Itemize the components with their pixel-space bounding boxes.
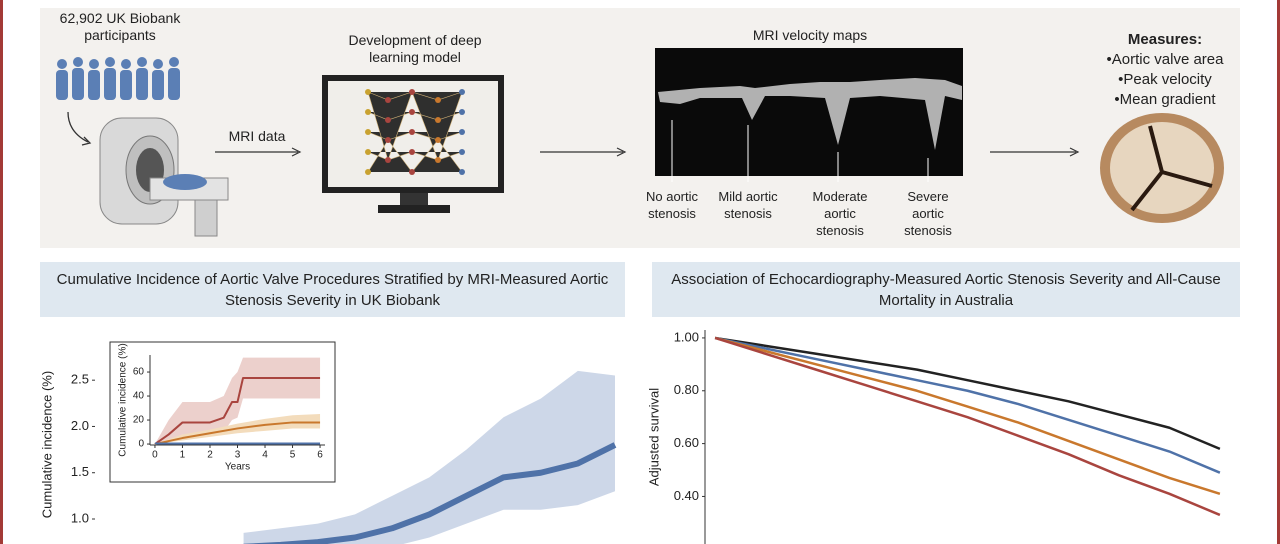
maps-title: MRI velocity maps bbox=[752, 27, 868, 43]
x-tick-label: 1 bbox=[180, 450, 186, 461]
map-label: Severe aortic stenosis bbox=[904, 189, 952, 238]
map-label: No aortic stenosis bbox=[645, 189, 699, 221]
arrow-head bbox=[291, 147, 302, 157]
y-axis-label: Cumulative incidence (%) bbox=[118, 343, 129, 456]
y-tick-label: 1.00 bbox=[674, 329, 699, 344]
y-tick-label: 40 bbox=[133, 391, 145, 402]
x-tick-label: 2 bbox=[207, 450, 213, 461]
chart-title: Association of Echocardiography-Measured… bbox=[652, 262, 1240, 317]
y-tick-label: 0.40 bbox=[674, 488, 699, 503]
velocity-map bbox=[655, 48, 963, 182]
x-tick-label: 3 bbox=[235, 450, 241, 461]
series-line bbox=[714, 336, 1221, 451]
overview-panel bbox=[40, 8, 1240, 248]
participants-label: 62,902 UK Biobank participants bbox=[59, 10, 181, 43]
arrow-head bbox=[616, 147, 627, 157]
series-line bbox=[243, 442, 617, 544]
x-tick-label: 5 bbox=[290, 450, 296, 461]
map-label: Mild aortic stenosis bbox=[718, 189, 778, 221]
valve-icon bbox=[1100, 113, 1224, 223]
y-tick-label: 2.0 bbox=[71, 418, 89, 433]
measures-title: Measures: bbox=[1127, 31, 1203, 48]
y-tick-label: 1.0 bbox=[71, 510, 89, 525]
map-label: Moderate aortic stenosis bbox=[812, 189, 868, 238]
x-axis-label: Years bbox=[225, 462, 250, 473]
measure: •Peak velocity bbox=[1118, 71, 1212, 88]
arrow bbox=[67, 111, 89, 143]
border bbox=[1277, 0, 1280, 544]
y-tick-label: 1.5 bbox=[71, 464, 89, 479]
y-axis-label: Adjusted survival bbox=[646, 388, 661, 486]
x-tick-label: 6 bbox=[317, 450, 323, 461]
series-line bbox=[154, 377, 321, 445]
confidence-band bbox=[243, 370, 615, 544]
model-label: Development of deep learning model bbox=[348, 32, 482, 65]
arrow-head bbox=[1069, 147, 1080, 157]
y-tick-label: 60 bbox=[133, 367, 145, 378]
mri-data-label: MRI data bbox=[228, 128, 286, 144]
y-tick-label: 0.60 bbox=[674, 435, 699, 450]
people-icon bbox=[56, 57, 180, 100]
y-tick-label: 0 bbox=[138, 439, 144, 450]
y-tick-label: 2.5 bbox=[71, 372, 89, 387]
x-tick-label: 4 bbox=[262, 450, 268, 461]
border bbox=[0, 0, 3, 544]
series-line bbox=[714, 336, 1221, 517]
y-tick-label: 0.80 bbox=[674, 382, 699, 397]
series-line bbox=[714, 336, 1221, 474]
x-tick-label: 0 bbox=[152, 450, 158, 461]
measure: •Mean gradient bbox=[1114, 91, 1216, 108]
chart-title: Cumulative Incidence of Aortic Valve Pro… bbox=[40, 262, 625, 317]
arrow-head bbox=[81, 136, 92, 146]
monitor bbox=[322, 75, 504, 213]
series-line bbox=[714, 336, 1221, 495]
series-line bbox=[154, 421, 321, 446]
mri-machine bbox=[99, 117, 229, 237]
measure: •Aortic valve area bbox=[1106, 51, 1224, 68]
y-axis-label: Cumulative incidence (%) bbox=[39, 371, 54, 518]
measures: Measures: •Aortic valve area •Peak veloc… bbox=[1080, 30, 1250, 110]
y-tick-label: 20 bbox=[133, 415, 145, 426]
